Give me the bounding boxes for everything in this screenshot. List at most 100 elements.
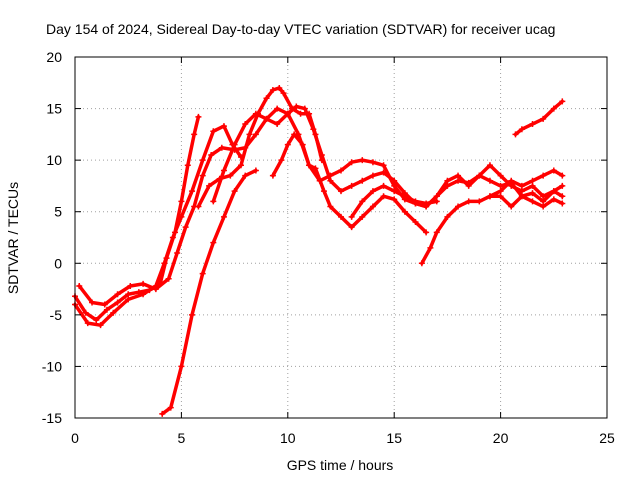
series-arc-7 xyxy=(269,131,430,236)
series-arc-2 xyxy=(72,123,244,329)
data-point xyxy=(359,157,366,164)
data-point xyxy=(297,110,304,117)
data-point xyxy=(76,282,83,289)
data-point xyxy=(444,177,451,184)
data-point xyxy=(318,151,325,158)
data-point xyxy=(369,172,376,179)
data-point xyxy=(559,182,566,189)
data-point xyxy=(280,90,287,97)
data-point xyxy=(140,291,147,298)
data-point xyxy=(284,110,291,117)
data-point xyxy=(348,224,355,231)
data-point xyxy=(529,121,536,128)
data-point xyxy=(476,198,483,205)
data-point xyxy=(418,260,425,267)
grid xyxy=(75,57,607,418)
data-point xyxy=(252,110,259,117)
data-point xyxy=(227,172,234,179)
data-point xyxy=(559,200,566,207)
data-point xyxy=(369,159,376,166)
y-tick-label: -10 xyxy=(42,358,62,374)
series-line xyxy=(488,168,565,198)
data-point xyxy=(380,193,387,200)
data-point xyxy=(301,105,308,112)
data-point xyxy=(412,198,419,205)
data-series xyxy=(72,84,566,417)
data-point xyxy=(237,162,244,169)
data-point xyxy=(184,162,191,169)
data-point xyxy=(140,280,147,287)
data-point xyxy=(246,131,253,138)
data-point xyxy=(114,299,121,306)
data-point xyxy=(191,131,198,138)
data-point xyxy=(82,309,89,316)
x-tick-label: 25 xyxy=(599,430,615,446)
data-point xyxy=(518,126,525,133)
data-point xyxy=(165,275,172,282)
data-point xyxy=(559,172,566,179)
data-point xyxy=(93,317,100,324)
data-point xyxy=(529,190,536,197)
x-axis-label: GPS time / hours xyxy=(287,457,394,473)
data-point xyxy=(218,144,225,151)
y-tick-label: 5 xyxy=(54,204,62,220)
data-point xyxy=(169,234,176,241)
data-point xyxy=(512,131,519,138)
data-point xyxy=(444,182,451,189)
data-point xyxy=(465,198,472,205)
data-point xyxy=(433,229,440,236)
data-point xyxy=(486,193,493,200)
data-point xyxy=(208,151,215,158)
data-point xyxy=(359,198,366,205)
data-point xyxy=(293,103,300,110)
data-point xyxy=(210,239,217,246)
data-point xyxy=(161,260,168,267)
data-point xyxy=(284,141,291,148)
data-point xyxy=(465,179,472,186)
data-point xyxy=(348,159,355,166)
data-point xyxy=(391,182,398,189)
data-point xyxy=(486,162,493,169)
data-point xyxy=(306,162,313,169)
data-point xyxy=(269,87,276,94)
data-point xyxy=(455,172,462,179)
data-point xyxy=(508,177,515,184)
data-point xyxy=(455,177,462,184)
data-point xyxy=(423,229,430,236)
data-point xyxy=(369,203,376,210)
data-point xyxy=(338,167,344,174)
data-point xyxy=(529,198,536,205)
data-point xyxy=(327,203,334,210)
y-tick-label: 10 xyxy=(46,152,62,168)
data-point xyxy=(348,182,355,189)
chart-title: Day 154 of 2024, Sidereal Day-to-day VTE… xyxy=(46,21,555,37)
data-point xyxy=(540,193,547,200)
data-point xyxy=(401,208,408,215)
series-arc-11 xyxy=(512,98,566,138)
data-point xyxy=(497,188,504,195)
data-point xyxy=(391,188,398,195)
data-point xyxy=(278,157,285,164)
data-point xyxy=(84,320,91,327)
series-arc-10 xyxy=(486,167,566,200)
data-point xyxy=(210,128,217,135)
data-point xyxy=(427,244,434,251)
data-point xyxy=(299,141,306,148)
data-point xyxy=(540,198,547,205)
data-point xyxy=(274,121,281,128)
data-point xyxy=(380,162,387,169)
data-point xyxy=(206,182,213,189)
data-point xyxy=(242,121,249,128)
data-point xyxy=(529,182,536,189)
series-line xyxy=(160,168,258,416)
x-tick-label: 20 xyxy=(493,430,509,446)
data-point xyxy=(189,188,196,195)
data-point xyxy=(276,84,283,91)
data-point xyxy=(269,172,276,179)
data-point xyxy=(359,177,366,184)
data-point xyxy=(497,182,504,189)
data-point xyxy=(274,105,281,112)
axis-ticks: 0 5 10 15 20 25 -15 -10 -5 0 5 10 15 20 xyxy=(42,49,615,446)
data-point xyxy=(348,213,355,220)
